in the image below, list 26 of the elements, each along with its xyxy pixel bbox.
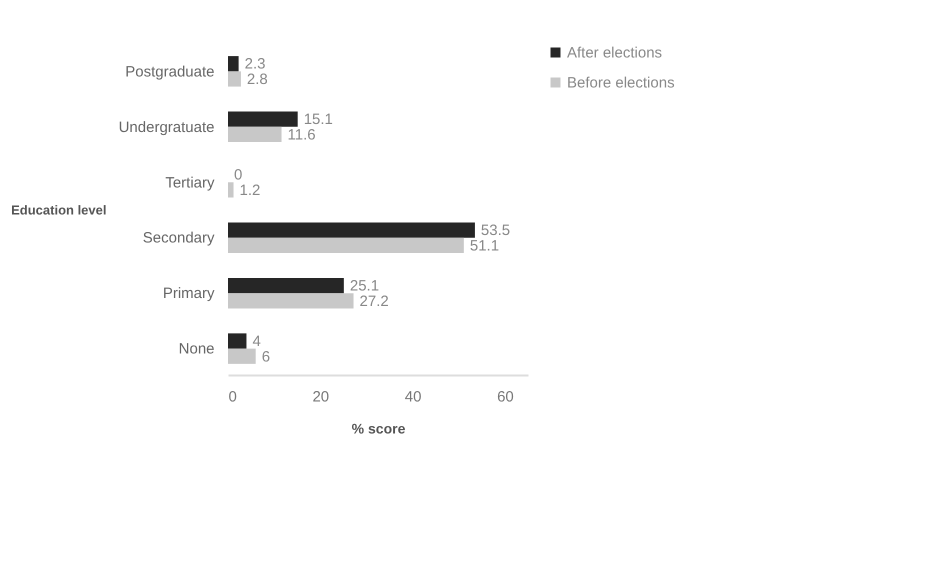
y-tick-label: Primary <box>162 285 215 302</box>
legend-label: Before elections <box>567 74 675 92</box>
data-label: 27.2 <box>360 292 389 310</box>
data-label: 1.2 <box>240 182 260 199</box>
data-label: 25.1 <box>350 278 380 295</box>
data-label: 4 <box>252 333 261 350</box>
y-tick-label: Secondary <box>142 230 215 247</box>
x-tick-label: 20 <box>312 388 330 406</box>
y-tick-label: Tertiary <box>165 174 215 192</box>
y-tick-label: Undergratuate <box>118 118 214 136</box>
data-label: 2.3 <box>244 56 266 73</box>
data-label: 2.8 <box>246 70 268 88</box>
legend-label: After elections <box>567 44 662 62</box>
x-tick-label: 40 <box>404 388 422 406</box>
x-tick-label: 60 <box>497 388 514 406</box>
x-axis-title: % score <box>352 420 406 436</box>
data-label: 11.6 <box>288 126 316 144</box>
data-label: 6 <box>262 348 270 366</box>
data-label: 51.1 <box>470 237 500 254</box>
data-label: 15.1 <box>304 111 333 128</box>
y-tick-label: None <box>178 340 214 358</box>
y-tick-label: Postgraduate <box>125 63 214 80</box>
data-label: 0 <box>234 166 242 184</box>
data-label: 53.5 <box>480 222 510 240</box>
y-axis-title: Education level <box>11 202 106 218</box>
x-tick-label: 0 <box>228 388 237 406</box>
